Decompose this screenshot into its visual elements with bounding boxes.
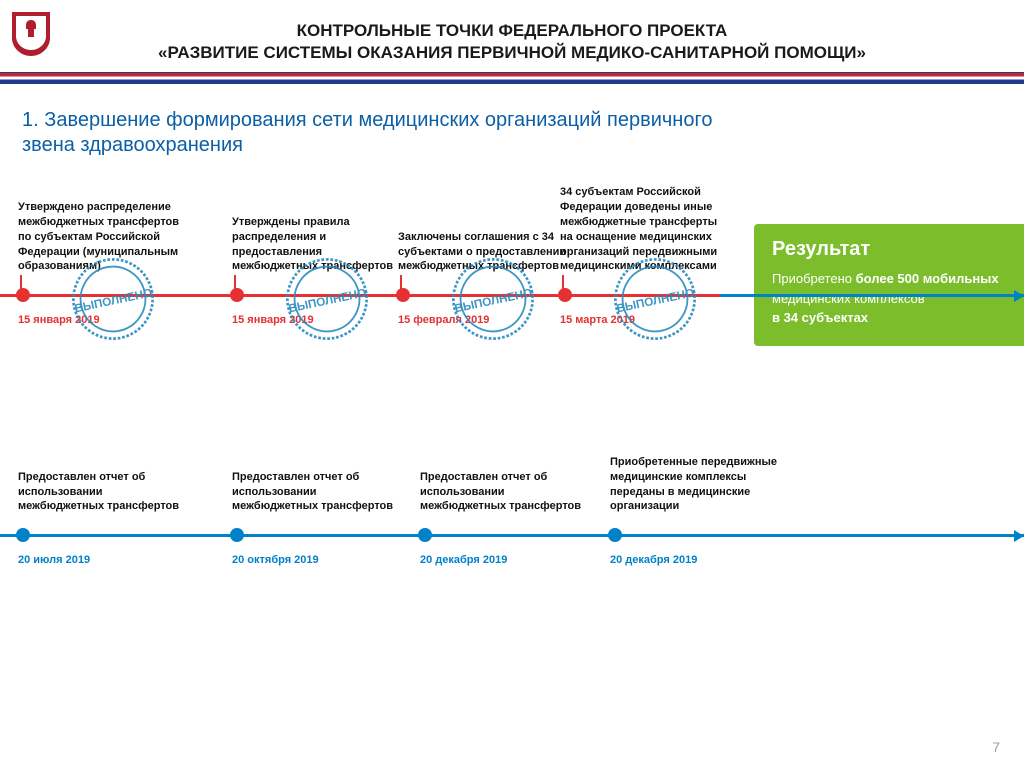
completed-stamp-icon: ВЫПОЛНЕНО — [274, 246, 381, 353]
timeline-top: Утверждено распределение межбюджетных тр… — [0, 184, 1024, 384]
svg-text:ВЫПОЛНЕНО: ВЫПОЛНЕНО — [615, 286, 695, 315]
emblem-icon — [10, 10, 52, 58]
timeline-point-date: 20 декабря 2019 — [610, 548, 780, 566]
timeline-marker — [558, 288, 572, 302]
arrow-icon — [1014, 530, 1024, 542]
timeline-point-date: 20 октября 2019 — [232, 548, 402, 566]
timeline-marker — [230, 288, 244, 302]
timeline-marker — [418, 528, 432, 542]
page-number: 7 — [992, 739, 1000, 755]
divider-bar — [0, 72, 1024, 84]
timeline-marker — [608, 528, 622, 542]
timeline-point-text: Предоставлен отчет об использовании межб… — [420, 470, 590, 515]
header: КОНТРОЛЬНЫЕ ТОЧКИ ФЕДЕРАЛЬНОГО ПРОЕКТА «… — [0, 0, 1024, 72]
timeline-marker — [396, 288, 410, 302]
completed-stamp-icon: ВЫПОЛНЕНО — [440, 246, 547, 353]
page-title-line1: КОНТРОЛЬНЫЕ ТОЧКИ ФЕДЕРАЛЬНОГО ПРОЕКТА — [0, 20, 1024, 42]
section-title: 1. Завершение формирования сети медицинс… — [0, 84, 762, 164]
svg-text:ВЫПОЛНЕНО: ВЫПОЛНЕНО — [453, 286, 533, 315]
timeline-marker — [230, 528, 244, 542]
completed-stamp-icon: ВЫПОЛНЕНО — [60, 246, 167, 353]
timeline-point-date: 20 декабря 2019 — [420, 548, 590, 566]
svg-text:ВЫПОЛНЕНО: ВЫПОЛНЕНО — [73, 286, 153, 315]
timeline-point-text: Предоставлен отчет об использовании межб… — [232, 470, 402, 515]
timeline-marker — [16, 528, 30, 542]
timeline-point-date: 20 июля 2019 — [18, 548, 188, 566]
svg-text:ВЫПОЛНЕНО: ВЫПОЛНЕНО — [287, 286, 367, 315]
timeline-bottom: Предоставлен отчет об использовании межб… — [0, 424, 1024, 624]
timeline-point-text: Предоставлен отчет об использовании межб… — [18, 470, 188, 515]
completed-stamp-icon: ВЫПОЛНЕНО — [602, 246, 709, 353]
timeline-point-text: Приобретенные передвижные медицинские ко… — [610, 455, 780, 514]
timeline-marker — [16, 288, 30, 302]
timeline-axis — [0, 534, 1024, 537]
page-title-line2: «РАЗВИТИЕ СИСТЕМЫ ОКАЗАНИЯ ПЕРВИЧНОЙ МЕД… — [0, 42, 1024, 64]
arrow-icon — [1014, 290, 1024, 302]
